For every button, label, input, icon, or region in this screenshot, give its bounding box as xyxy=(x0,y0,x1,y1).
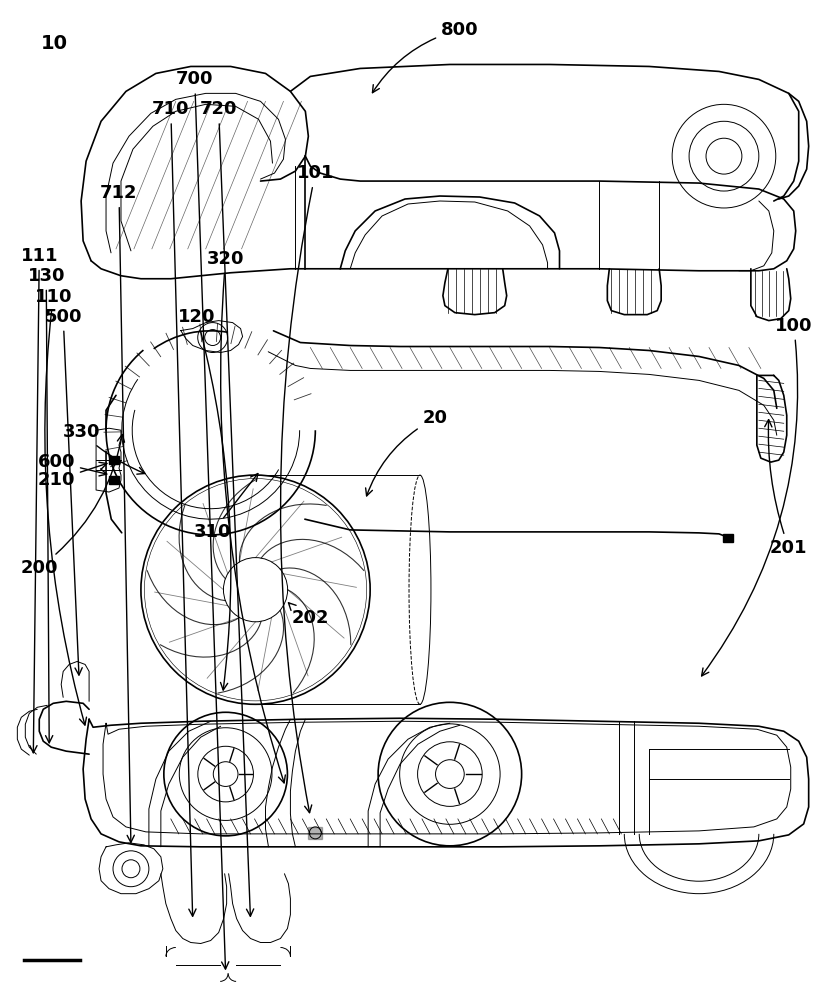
Text: 120: 120 xyxy=(178,308,231,690)
Text: 500: 500 xyxy=(45,308,82,675)
Text: 712: 712 xyxy=(100,184,137,843)
Text: 200: 200 xyxy=(21,434,124,577)
Polygon shape xyxy=(109,456,119,464)
Text: 210: 210 xyxy=(37,462,107,489)
Text: 20: 20 xyxy=(366,409,447,496)
Text: 10: 10 xyxy=(41,34,68,53)
Text: 310: 310 xyxy=(194,474,257,541)
Text: 720: 720 xyxy=(199,100,253,916)
Text: 100: 100 xyxy=(700,317,811,676)
Text: 330: 330 xyxy=(62,423,145,474)
Text: 130: 130 xyxy=(27,267,65,743)
Polygon shape xyxy=(308,827,322,839)
Text: 101: 101 xyxy=(280,164,333,813)
Text: 800: 800 xyxy=(372,21,478,93)
Text: 111: 111 xyxy=(21,247,58,753)
Text: 320: 320 xyxy=(207,250,285,783)
Text: 110: 110 xyxy=(35,288,86,725)
Polygon shape xyxy=(722,534,732,542)
Text: 700: 700 xyxy=(176,70,228,969)
Text: 202: 202 xyxy=(288,603,328,627)
Polygon shape xyxy=(109,476,119,484)
Text: 710: 710 xyxy=(152,100,196,916)
Text: 201: 201 xyxy=(764,420,806,557)
Text: 600: 600 xyxy=(37,453,107,476)
